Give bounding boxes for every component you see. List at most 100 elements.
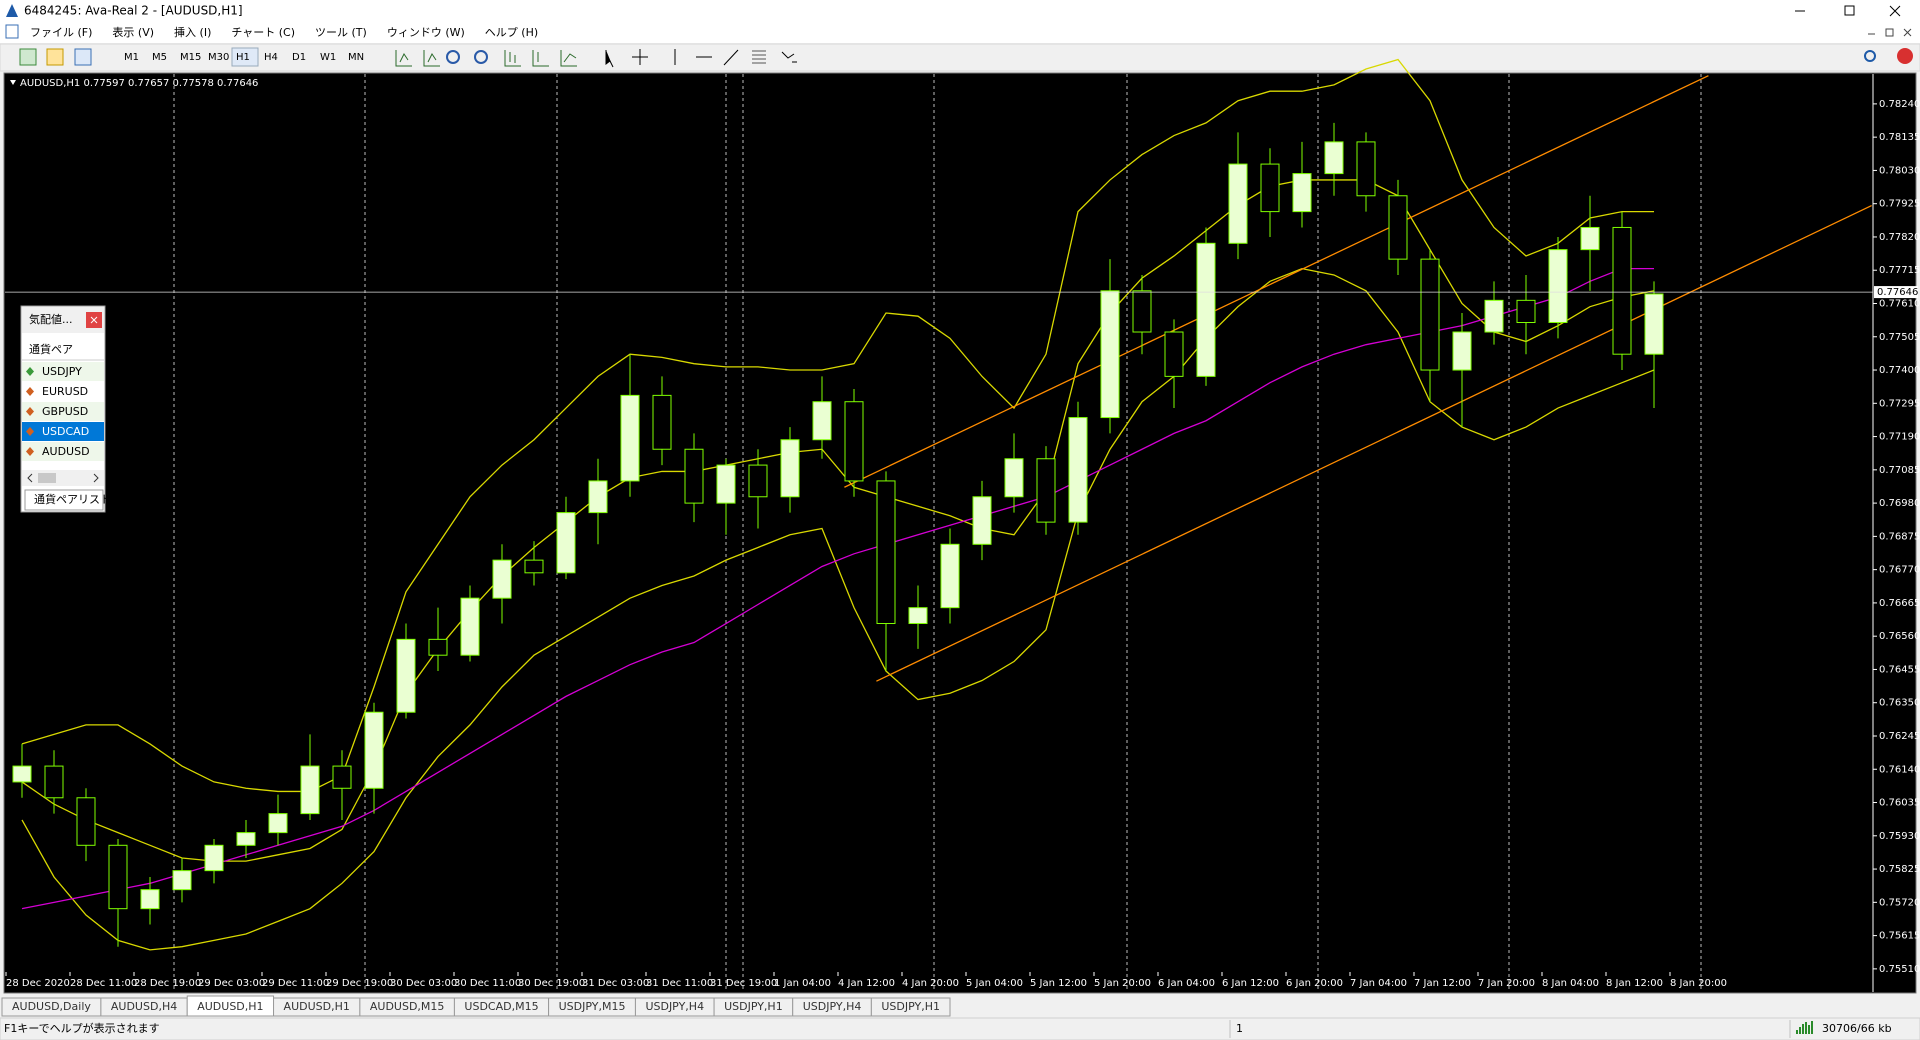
symbol-row[interactable] — [22, 382, 104, 401]
candle-body — [172, 870, 192, 891]
candle-body — [652, 394, 672, 450]
tool-bar-chart[interactable] — [395, 50, 412, 67]
mdi-restore[interactable] — [1885, 28, 1894, 37]
chart-tab[interactable] — [870, 997, 951, 1017]
candle-body — [76, 797, 96, 846]
tool-shapes[interactable] — [781, 51, 797, 63]
tool-search[interactable] — [1864, 50, 1876, 62]
symbol-row[interactable] — [22, 442, 104, 461]
x-tick-label: 30 Dec 11:00 — [454, 978, 521, 989]
candle-body — [492, 559, 512, 599]
candle-body — [908, 607, 928, 625]
close-glyph — [90, 316, 98, 324]
symbol-name: USDJPY — [42, 365, 82, 378]
y-tick-label: 0.78135 — [1879, 132, 1920, 143]
y-tick-label: 0.77190 — [1879, 432, 1920, 443]
y-tick-label: 0.75825 — [1879, 864, 1920, 875]
tool-trendline[interactable] — [723, 49, 739, 66]
chart-tab-label: AUDUSD,H1 — [197, 1000, 263, 1013]
y-tick-label: 0.77610 — [1879, 298, 1920, 309]
candle-body — [876, 480, 896, 625]
candle-body — [684, 448, 704, 504]
plot: 0.78240 0.78135 0.78030 0.77925 0.77820 0.777… — [5, 58, 1920, 992]
indicator-line — [21, 179, 1655, 862]
y-tick-label: 0.75720 — [1879, 897, 1920, 908]
tool-cursor[interactable] — [605, 50, 614, 68]
tool-profiles[interactable] — [46, 48, 64, 66]
x-tick-label: 29 Dec 19:00 — [326, 978, 393, 989]
mdi-close[interactable] — [1903, 28, 1912, 37]
chart-header: AUDUSD,H1 0.77597 0.77657 0.77578 0.7764… — [20, 78, 258, 89]
timeframe-button[interactable]: H4 — [264, 52, 278, 63]
menu-item[interactable]: ヘルプ (H) — [485, 26, 538, 39]
chart-tab-label: AUDUSD,Daily — [12, 1000, 91, 1013]
tool-crosshair[interactable] — [632, 49, 648, 65]
candle-body — [1356, 141, 1376, 197]
symbol-row[interactable] — [22, 422, 104, 441]
chart-tab-label: USDJPY,H1 — [881, 1000, 940, 1013]
candle-body — [1516, 299, 1536, 324]
candle-body — [460, 597, 480, 656]
notifications[interactable] — [1897, 48, 1913, 64]
bid-label: 0.77646 — [1877, 287, 1918, 298]
scroll-thumb[interactable] — [38, 473, 56, 483]
scrollbar[interactable] — [22, 470, 104, 486]
y-tick-label: 0.76665 — [1879, 598, 1920, 609]
symbol-icon — [26, 427, 34, 436]
candle-body — [300, 765, 320, 815]
candle-body — [1100, 290, 1120, 419]
y-tick-label: 0.77400 — [1879, 365, 1920, 376]
timeframe-button[interactable]: MN — [348, 52, 364, 63]
tool-autoscroll[interactable] — [504, 50, 521, 67]
tool-fibo[interactable] — [752, 50, 766, 64]
symbol-name: AUDUSD — [42, 445, 90, 458]
timeframe-button[interactable]: M15 — [180, 52, 201, 63]
candle-body — [556, 512, 576, 574]
menu-item[interactable]: ウィンドウ (W) — [387, 26, 465, 39]
traffic-icon — [1796, 1021, 1813, 1034]
chart-tab-label: USDJPY,H1 — [724, 1000, 783, 1013]
symbol-icon — [26, 367, 34, 376]
tool-window[interactable] — [74, 48, 92, 66]
tool-candles[interactable] — [423, 50, 440, 67]
menu-item[interactable]: 挿入 (I) — [174, 25, 211, 39]
menu-item[interactable]: ファイル (F) — [30, 26, 92, 39]
candle-body — [1260, 163, 1280, 213]
timeframe-button[interactable]: D1 — [292, 52, 306, 63]
timeframe-button[interactable]: M1 — [124, 52, 139, 63]
timeframe-button[interactable]: M30 — [208, 52, 229, 63]
symbol-row[interactable] — [22, 362, 104, 381]
tool-zoom-out[interactable] — [474, 50, 488, 64]
x-tick-label: 4 Jan 12:00 — [838, 978, 895, 989]
tool-zoom-in[interactable] — [446, 50, 460, 64]
chart-tab-label: AUDUSD,H4 — [111, 1000, 177, 1013]
close[interactable] — [1889, 5, 1901, 17]
timeframe-button[interactable]: W1 — [320, 52, 336, 63]
menu-item[interactable]: ツール (T) — [315, 26, 367, 39]
restore[interactable] — [1844, 5, 1855, 16]
symbol-name: USDCAD — [42, 425, 89, 438]
y-tick-label: 0.76770 — [1879, 565, 1920, 576]
candle-body — [236, 832, 256, 846]
timeframe-button[interactable]: H1 — [236, 52, 250, 63]
candle-body — [364, 711, 384, 789]
candle-body — [332, 765, 352, 789]
x-tick-label: 31 Dec 11:00 — [646, 978, 713, 989]
tool-shift[interactable] — [532, 50, 549, 67]
x-tick-label: 5 Jan 04:00 — [966, 978, 1023, 989]
scroll-arrows[interactable] — [27, 473, 99, 483]
candle-body — [1164, 331, 1184, 377]
y-tick-label: 0.78240 — [1879, 99, 1920, 110]
x-tick-label: 8 Jan 12:00 — [1606, 978, 1663, 989]
tool-new-chart[interactable] — [19, 48, 37, 66]
chart-tab-label: AUDUSD,H1 — [284, 1000, 350, 1013]
y-tick-label: 0.76140 — [1879, 764, 1920, 775]
symbol-icon — [26, 407, 34, 416]
market-watch-tab[interactable] — [24, 489, 104, 511]
tool-indicators[interactable] — [560, 50, 577, 67]
x-tick-label: 4 Jan 20:00 — [902, 978, 959, 989]
menu-item[interactable]: 表示 (V) — [112, 25, 154, 39]
menu-item[interactable]: チャート (C) — [231, 26, 295, 39]
symbol-row[interactable] — [22, 402, 104, 421]
timeframe-button[interactable]: M5 — [152, 52, 167, 63]
